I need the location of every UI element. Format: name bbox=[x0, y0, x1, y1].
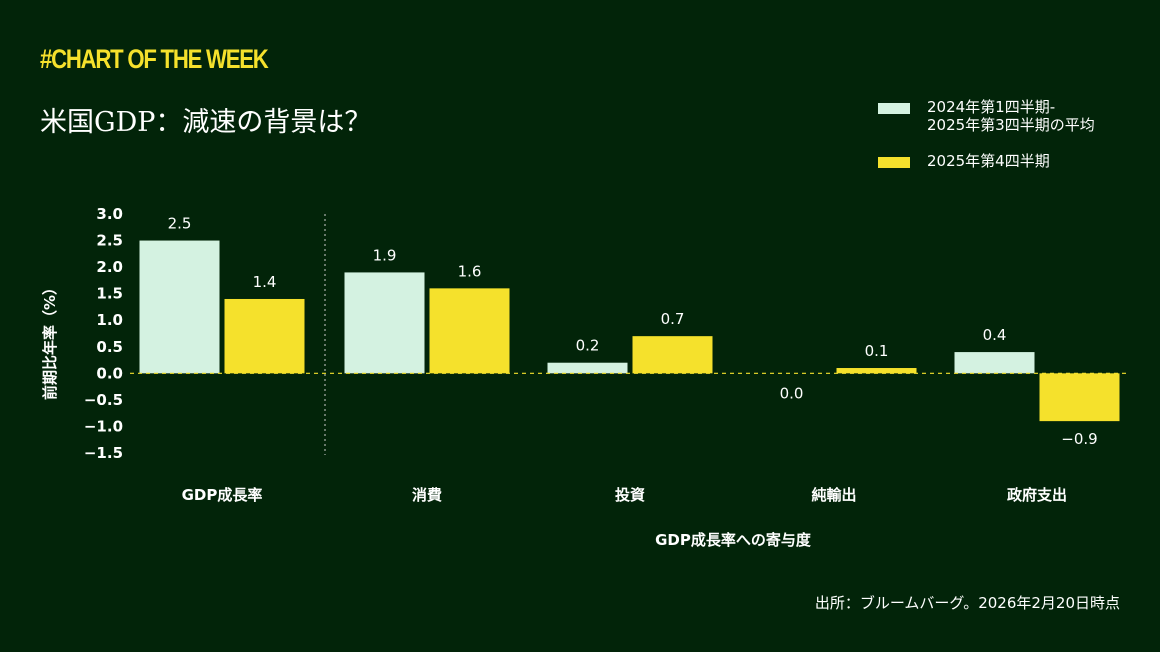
x-tick-label: GDP成長率 bbox=[182, 486, 263, 504]
data-label: −0.9 bbox=[1061, 430, 1097, 448]
bar bbox=[139, 240, 220, 374]
chart-of-the-week-brand: #CHART OF THE WEEK bbox=[40, 44, 269, 74]
data-label: 0.7 bbox=[661, 310, 685, 328]
data-label: 1.6 bbox=[458, 262, 482, 280]
bar bbox=[836, 368, 917, 374]
bar bbox=[344, 272, 425, 374]
bar bbox=[429, 288, 510, 374]
legend-item-average: 2024年第1四半期- 2025年第3四半期の平均 bbox=[878, 98, 1095, 134]
legend-label-q4: 2025年第4四半期 bbox=[927, 152, 1050, 170]
data-label: 0.0 bbox=[780, 384, 804, 402]
source-note: 出所：ブルームバーグ。2026年2月20日時点 bbox=[814, 594, 1120, 612]
bar bbox=[547, 362, 628, 374]
data-label: 0.1 bbox=[865, 342, 889, 360]
data-label: 0.4 bbox=[983, 326, 1007, 344]
y-tick-label: 3.0 bbox=[96, 205, 123, 223]
data-label: 2.5 bbox=[168, 215, 192, 233]
legend-label-average: 2024年第1四半期- 2025年第3四半期の平均 bbox=[927, 98, 1095, 134]
y-axis-label: 前期比年率（%） bbox=[41, 280, 59, 400]
y-tick-label: −1.5 bbox=[84, 444, 123, 462]
chart-title: 米国GDP：減速の背景は？ bbox=[40, 107, 372, 138]
data-label: 0.2 bbox=[576, 337, 600, 355]
y-tick-label: 1.0 bbox=[96, 311, 123, 329]
data-label: 1.9 bbox=[373, 246, 397, 264]
x-tick-label: 消費 bbox=[412, 486, 442, 504]
x-tick-label: 投資 bbox=[615, 486, 645, 504]
y-tick-label: −1.0 bbox=[84, 417, 123, 435]
bar bbox=[954, 352, 1035, 374]
x-axis-label: GDP成長率への寄与度 bbox=[655, 531, 812, 549]
y-tick-label: 0.5 bbox=[96, 338, 123, 356]
legend: 2024年第1四半期- 2025年第3四半期の平均 2025年第4四半期 bbox=[878, 98, 1095, 188]
bar bbox=[632, 336, 713, 374]
y-tick-label: 1.5 bbox=[96, 285, 123, 303]
y-tick-label: −0.5 bbox=[84, 391, 123, 409]
legend-swatch-q4 bbox=[878, 157, 910, 168]
bar bbox=[224, 298, 305, 374]
x-tick-label: 政府支出 bbox=[1007, 486, 1067, 504]
legend-swatch-average bbox=[878, 103, 910, 114]
y-tick-label: 0.0 bbox=[96, 364, 123, 382]
y-tick-label: 2.5 bbox=[96, 232, 123, 250]
x-tick-label: 純輸出 bbox=[811, 486, 856, 504]
y-tick-label: 2.0 bbox=[96, 258, 123, 276]
legend-item-q4: 2025年第4四半期 bbox=[878, 152, 1095, 170]
data-label: 1.4 bbox=[253, 273, 277, 291]
bar bbox=[1039, 373, 1120, 422]
